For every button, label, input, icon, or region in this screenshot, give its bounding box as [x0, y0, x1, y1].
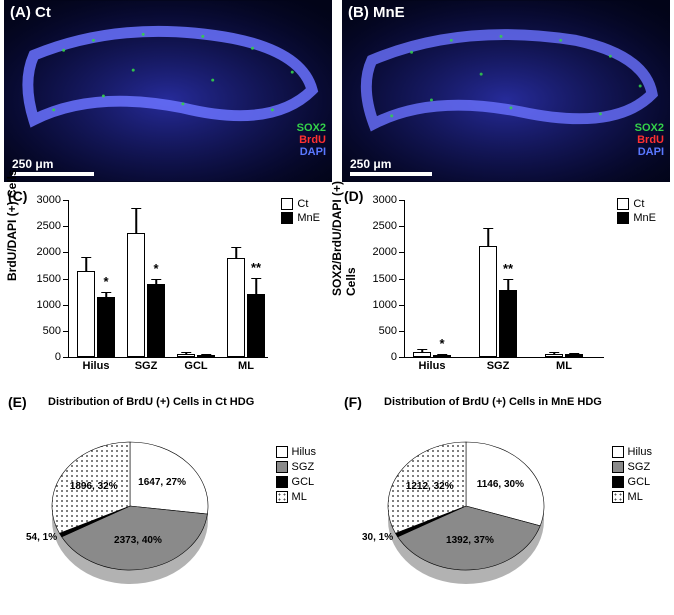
legend-label-mne: MnE — [297, 212, 320, 224]
stain-dapi: DAPI — [297, 146, 326, 158]
legend-label-mne-d: MnE — [633, 212, 656, 224]
scale-text-b: 250 μm — [350, 157, 391, 171]
legend-label-ct-d: Ct — [633, 198, 644, 210]
swatch-ct — [281, 198, 293, 210]
barchart-c: (C) BrdU/DAPI (+) Cells 0500100015002000… — [4, 186, 334, 388]
legend-item-mne-d: MnE — [617, 212, 656, 224]
panel-label-f: (F) — [344, 394, 362, 410]
tissue-svg-b — [342, 0, 670, 182]
pie-legend-e: HilusSGZGCLML — [276, 446, 316, 506]
legend-label-ct: Ct — [297, 198, 308, 210]
legend-item-ct: Ct — [281, 198, 320, 210]
tissue-svg-a — [4, 0, 332, 182]
swatch-mne — [281, 212, 293, 224]
legend-item-ct-d: Ct — [617, 198, 656, 210]
barchart-row: (C) BrdU/DAPI (+) Cells 0500100015002000… — [0, 182, 674, 388]
panel-label-e: (E) — [8, 394, 27, 410]
pie-wrap-f: 1146, 30%1392, 37%30, 1%1212, 32% — [376, 424, 556, 594]
micrograph-row: (A) Ct SOX2 BrdU DAPI 250 μm (B) MnE SOX… — [0, 0, 674, 182]
piechart-e: (E) Distribution of BrdU (+) Cells in Ct… — [4, 392, 334, 608]
piechart-f: (F) Distribution of BrdU (+) Cells in Mn… — [340, 392, 670, 608]
micrograph-a: (A) Ct SOX2 BrdU DAPI 250 μm — [4, 0, 332, 182]
stain-legend-b: SOX2 BrdU DAPI — [635, 122, 664, 158]
panel-label-a: (A) Ct — [10, 4, 51, 21]
barchart-d: (D) SOX2/BrdU/DAPI (+) Cells 05001000150… — [340, 186, 670, 388]
micrograph-b: (B) MnE SOX2 BrdU DAPI 250 μm — [342, 0, 670, 182]
legend-item-mne: MnE — [281, 212, 320, 224]
stain-sox2-b: SOX2 — [635, 122, 664, 134]
legend-d: Ct MnE — [617, 198, 656, 226]
ylabel-d: SOX2/BrdU/DAPI (+) Cells — [330, 181, 358, 296]
scale-bar-b: 250 μm — [350, 157, 432, 176]
chart-area-d: 050010001500200025003000*Hilus**SGZML — [404, 200, 604, 358]
chart-area-c: 050010001500200025003000*Hilus*SGZGCL**M… — [68, 200, 268, 358]
swatch-mne-d — [617, 212, 629, 224]
pie-legend-f: HilusSGZGCLML — [612, 446, 652, 506]
stain-legend-a: SOX2 BrdU DAPI — [297, 122, 326, 158]
scale-line-a — [12, 172, 94, 176]
panel-label-b: (B) MnE — [348, 4, 405, 21]
ylabel-c: BrdU/DAPI (+) Cells — [5, 169, 19, 281]
pie-row: (E) Distribution of BrdU (+) Cells in Ct… — [0, 388, 674, 608]
scale-line-b — [350, 172, 432, 176]
stain-brdu-b: BrdU — [635, 134, 664, 146]
stain-dapi-b: DAPI — [635, 146, 664, 158]
pie-wrap-e: 1647, 27%2373, 40%54, 1%1896, 32% — [40, 424, 220, 594]
scale-bar-a: 250 μm — [12, 157, 94, 176]
stain-brdu: BrdU — [297, 134, 326, 146]
pie-title-e: Distribution of BrdU (+) Cells in Ct HDG — [48, 396, 254, 408]
stain-sox2: SOX2 — [297, 122, 326, 134]
pie-title-f: Distribution of BrdU (+) Cells in MnE HD… — [384, 396, 602, 408]
swatch-ct-d — [617, 198, 629, 210]
legend-c: Ct MnE — [281, 198, 320, 226]
